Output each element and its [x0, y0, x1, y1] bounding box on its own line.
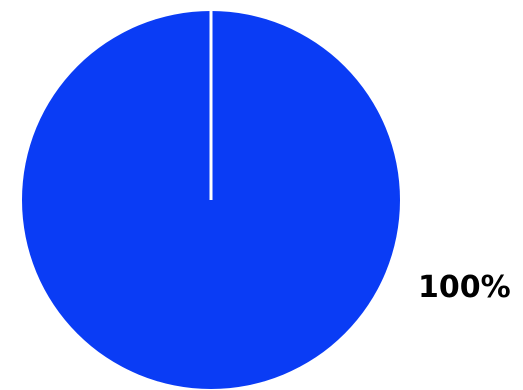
slice-label: 100% [418, 270, 511, 305]
pie-labels: 100% [418, 270, 511, 305]
pie-slices [22, 11, 400, 389]
